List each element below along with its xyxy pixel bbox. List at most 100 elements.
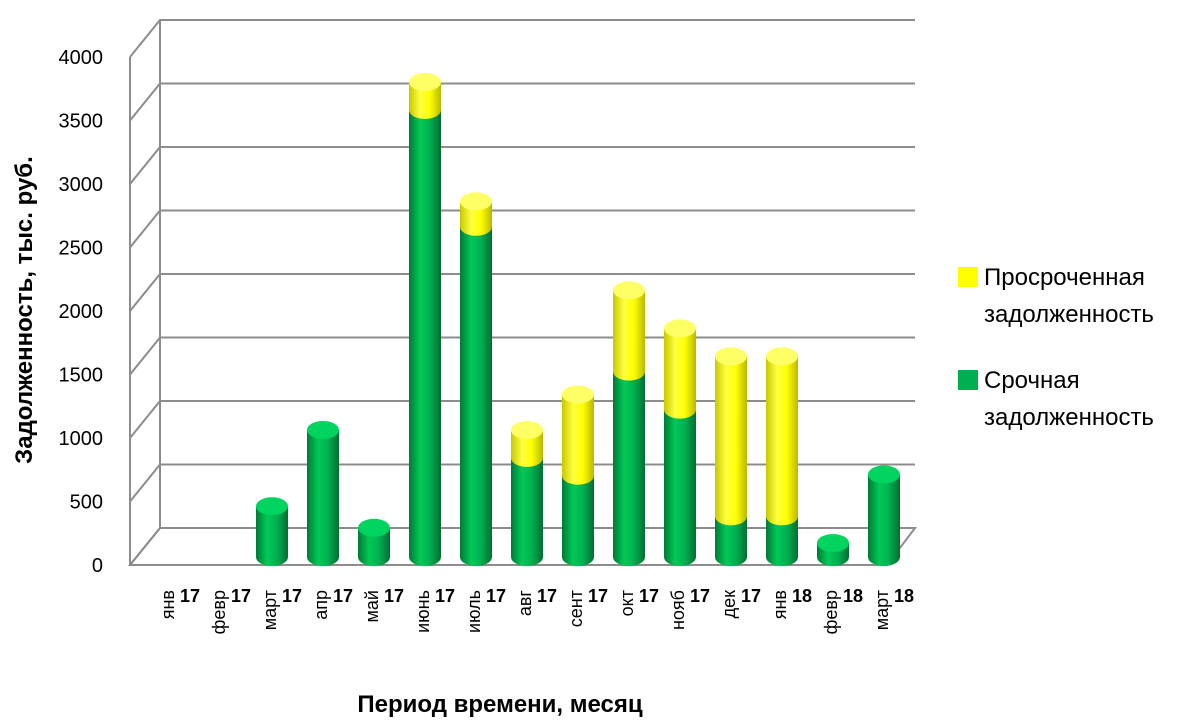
y-tick-label: 4000 (59, 47, 104, 69)
x-tick-month: янв (770, 590, 790, 619)
gridline (129, 463, 915, 503)
x-tick-month: дек (719, 590, 739, 619)
x-tick-year: 17 (537, 586, 557, 606)
legend-swatch (958, 267, 978, 287)
gridline (129, 273, 915, 312)
x-tick-year: 17 (690, 586, 710, 606)
y-tick-label: 2000 (59, 301, 104, 323)
x-tick-label: февр 18 (821, 586, 863, 634)
x-tick-label: дек 17 (719, 586, 761, 618)
bar-current-debt (307, 421, 339, 566)
x-tick-year: 17 (231, 586, 251, 606)
bar-overdue-debt (562, 385, 594, 485)
x-tick-year: 17 (435, 586, 455, 606)
x-tick-label: янв 17 (158, 586, 200, 619)
x-tick-year: 17 (588, 586, 608, 606)
bar-current-debt (766, 516, 798, 566)
gridline (129, 527, 915, 566)
bar-overdue-debt (460, 192, 492, 236)
x-tick-label: апр 17 (311, 586, 353, 620)
x-tick-year: 17 (384, 586, 404, 606)
x-tick-label: май 17 (362, 586, 404, 622)
y-tick-label: 3000 (59, 174, 104, 196)
x-tick-month: март (872, 590, 892, 630)
x-tick-label: июль 17 (464, 586, 506, 633)
gridline (129, 19, 915, 58)
x-axis-ticks: янв 17 февр 17 март 17 апр 17 май 17 июнь 17 июль 17 а… (158, 586, 914, 634)
x-tick-month: февр (209, 590, 229, 634)
x-tick-month: апр (311, 590, 331, 620)
y-tick-label: 500 (70, 492, 103, 514)
x-tick-year: 18 (894, 586, 914, 606)
bar-current-debt (511, 457, 543, 566)
x-tick-year: 18 (792, 586, 812, 606)
x-tick-label: февр 17 (209, 586, 251, 634)
bar-current-debt (256, 497, 288, 566)
legend-item: Срочная задолженность (958, 367, 1154, 431)
x-tick-label: март 17 (260, 586, 302, 630)
bar-overdue-debt (409, 73, 441, 119)
x-tick-year: 17 (741, 586, 761, 606)
x-axis-title: Период времени, месяц (357, 691, 643, 718)
legend-label: Просроченная (984, 264, 1145, 291)
bars (256, 73, 900, 567)
legend-label: задолженность (984, 301, 1154, 328)
x-tick-month: февр (821, 590, 841, 634)
x-tick-year: 18 (843, 586, 863, 606)
bar-current-debt (358, 518, 390, 566)
legend-label: Срочная (984, 367, 1080, 394)
x-tick-month: нояб (668, 590, 688, 630)
x-tick-month: сент (566, 590, 586, 627)
bar-overdue-debt (766, 347, 798, 526)
x-tick-year: 17 (180, 586, 200, 606)
y-tick-label: 1000 (59, 428, 104, 450)
bar-current-debt (562, 475, 594, 566)
bar-current-debt (715, 516, 747, 566)
y-axis-title: Задолженность, тыс. руб. (11, 156, 38, 464)
y-tick-label: 2500 (59, 238, 104, 260)
bar-current-debt (613, 371, 645, 566)
x-tick-label: июнь 17 (413, 586, 455, 633)
legend-item: Просроченная задолженность (958, 264, 1154, 328)
bar-current-debt (664, 409, 696, 566)
gridline (129, 336, 915, 376)
x-tick-month: июль (464, 590, 484, 633)
x-tick-label: авг 17 (515, 586, 557, 616)
legend-swatch (958, 370, 978, 390)
bar-current-debt (868, 465, 900, 566)
legend-label: задолженность (984, 404, 1154, 431)
x-tick-label: окт 17 (617, 586, 659, 616)
gridline (129, 209, 915, 249)
x-tick-month: май (362, 590, 382, 622)
x-tick-label: сент 17 (566, 586, 608, 627)
x-tick-month: авг (515, 590, 535, 617)
x-tick-month: янв (158, 590, 178, 619)
bar-overdue-debt (613, 281, 645, 381)
bar-current-debt (817, 534, 849, 566)
x-tick-month: июнь (413, 590, 433, 633)
bar-overdue-debt (715, 347, 747, 526)
bar-current-debt (409, 109, 441, 567)
bar-current-debt (460, 226, 492, 567)
x-tick-year: 17 (639, 586, 659, 606)
gridline (129, 82, 915, 122)
bar-overdue-debt (664, 319, 696, 419)
x-tick-year: 17 (486, 586, 506, 606)
x-tick-year: 17 (282, 586, 302, 606)
y-tick-label: 0 (92, 555, 103, 577)
gridlines (129, 19, 915, 566)
y-axis-ticks: 0 500 1000 1500 2000 2500 3000 3500 4000 (59, 47, 104, 577)
x-tick-year: 17 (333, 586, 353, 606)
x-tick-label: нояб 17 (668, 586, 710, 630)
y-tick-label: 3500 (59, 111, 104, 133)
gridline (129, 146, 915, 185)
gridline (129, 400, 915, 439)
y-tick-label: 1500 (59, 365, 104, 387)
x-tick-label: янв 18 (770, 586, 812, 619)
bar-overdue-debt (511, 421, 543, 467)
x-tick-month: март (260, 590, 280, 630)
x-tick-label: март 18 (872, 586, 914, 630)
legend: Просроченная задолженность Срочная задолжен… (958, 264, 1154, 431)
